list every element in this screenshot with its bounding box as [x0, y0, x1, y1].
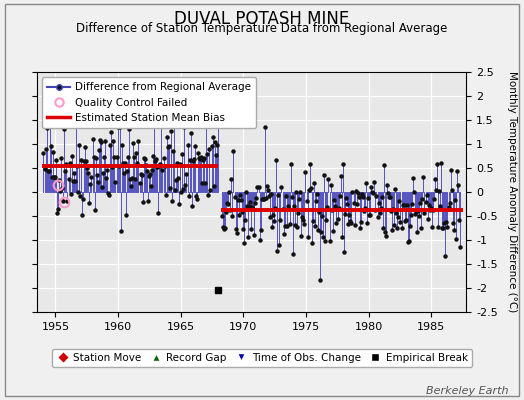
Legend: Station Move, Record Gap, Time of Obs. Change, Empirical Break: Station Move, Record Gap, Time of Obs. C… [52, 349, 472, 367]
Text: Berkeley Earth: Berkeley Earth [426, 386, 508, 396]
Text: DUVAL POTASH MINE: DUVAL POTASH MINE [174, 10, 350, 28]
Legend: Difference from Regional Average, Quality Control Failed, Estimated Station Mean: Difference from Regional Average, Qualit… [42, 77, 256, 128]
Text: Difference of Station Temperature Data from Regional Average: Difference of Station Temperature Data f… [77, 22, 447, 35]
Y-axis label: Monthly Temperature Anomaly Difference (°C): Monthly Temperature Anomaly Difference (… [507, 71, 517, 313]
